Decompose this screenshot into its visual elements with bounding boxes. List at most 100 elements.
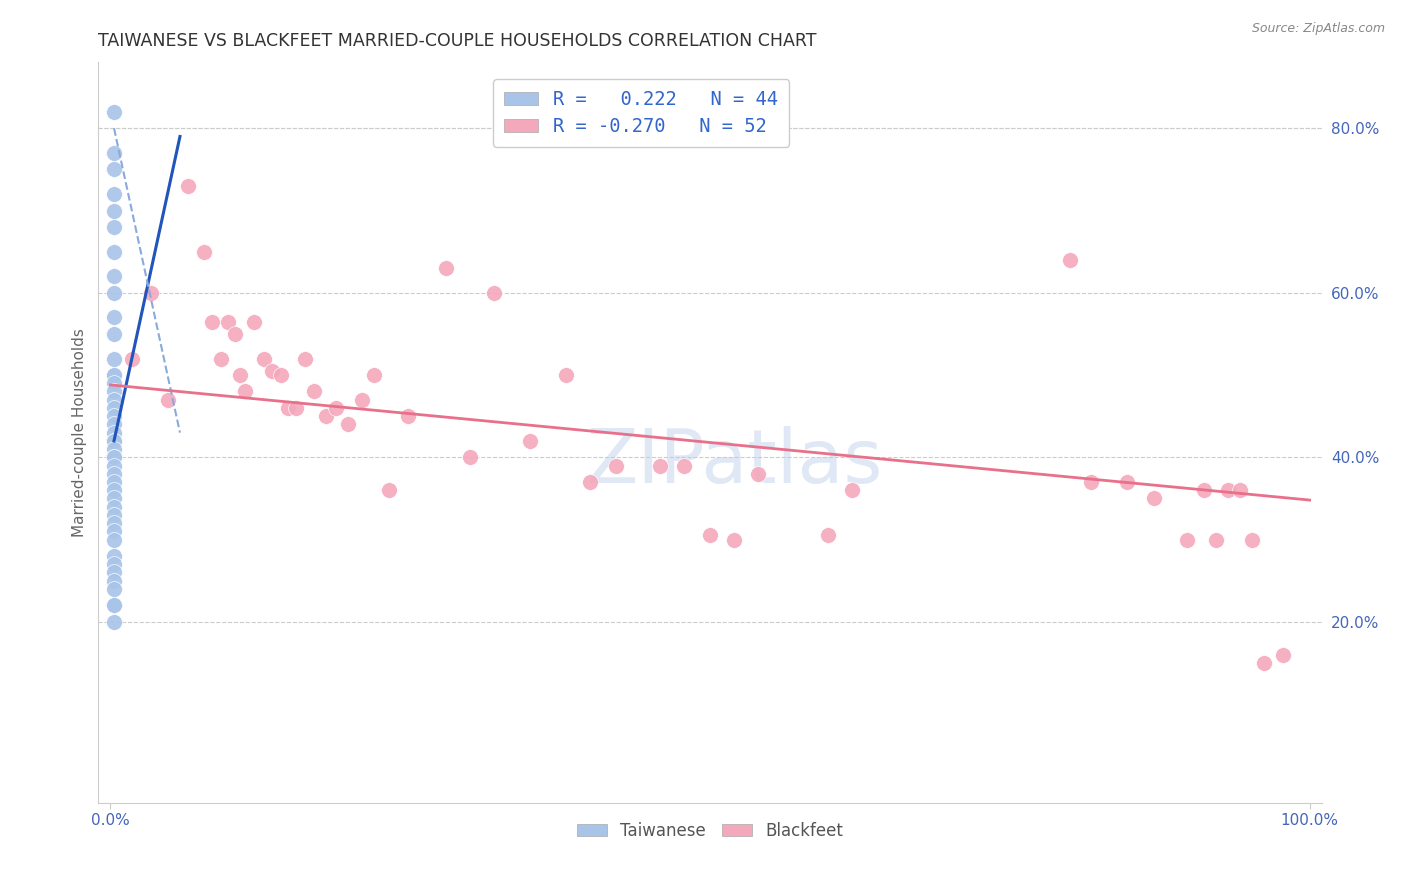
Point (103, 599, 125, 613)
Point (1229, 483, 1251, 498)
Text: Source: ZipAtlas.com: Source: ZipAtlas.com (1251, 22, 1385, 36)
Point (304, 384, 326, 399)
Point (1216, 483, 1239, 498)
Point (141, 285, 163, 300)
Point (294, 351, 316, 366)
Text: ZIPatlas: ZIPatlas (586, 425, 883, 499)
Point (224, 326, 246, 341)
Point (103, 351, 125, 366)
Point (396, 409, 419, 424)
Point (325, 401, 347, 415)
Point (103, 434, 125, 448)
Point (121, 351, 143, 366)
Point (262, 364, 284, 378)
Point (103, 558, 125, 572)
Point (103, 376, 125, 391)
Point (209, 351, 232, 366)
Point (103, 269, 125, 284)
Point (103, 500, 125, 514)
Point (1143, 491, 1166, 506)
Point (103, 425, 125, 440)
Point (434, 261, 457, 276)
Point (217, 315, 239, 329)
Point (103, 368, 125, 382)
Legend: Taiwanese, Blackfeet: Taiwanese, Blackfeet (569, 815, 851, 847)
Point (103, 401, 125, 415)
Point (103, 566, 125, 580)
Point (103, 458, 125, 473)
Point (103, 599, 125, 613)
Point (103, 326, 125, 341)
Point (103, 450, 125, 465)
Point (103, 467, 125, 481)
Point (605, 458, 627, 473)
Point (253, 351, 276, 366)
Point (1080, 475, 1102, 489)
Point (103, 442, 125, 456)
Point (103, 244, 125, 259)
Point (817, 528, 839, 542)
Point (672, 458, 695, 473)
Point (103, 533, 125, 547)
Text: TAIWANESE VS BLACKFEET MARRIED-COUPLE HOUSEHOLDS CORRELATION CHART: TAIWANESE VS BLACKFEET MARRIED-COUPLE HO… (98, 32, 817, 50)
Point (555, 368, 578, 382)
Point (103, 524, 125, 539)
Point (648, 458, 671, 473)
Point (277, 401, 299, 415)
Point (103, 285, 125, 300)
Point (193, 244, 215, 259)
Point (482, 285, 505, 300)
Point (103, 219, 125, 234)
Point (103, 203, 125, 218)
Point (699, 528, 721, 542)
Point (458, 450, 481, 465)
Point (156, 392, 179, 407)
Point (1205, 533, 1227, 547)
Point (1116, 475, 1139, 489)
Point (315, 409, 337, 424)
Point (1272, 648, 1295, 662)
Point (229, 368, 252, 382)
Point (1175, 533, 1198, 547)
Point (103, 475, 125, 489)
Point (103, 615, 125, 629)
Point (103, 392, 125, 407)
Point (352, 392, 374, 407)
Point (103, 417, 125, 432)
Point (377, 483, 399, 498)
Point (103, 582, 125, 596)
Point (747, 467, 769, 481)
Point (233, 384, 256, 399)
Point (723, 533, 745, 547)
Point (103, 508, 125, 522)
Point (243, 315, 266, 329)
Point (103, 145, 125, 160)
Point (1241, 533, 1264, 547)
Point (336, 417, 359, 432)
Point (103, 483, 125, 498)
Point (1059, 252, 1081, 267)
Point (103, 434, 125, 448)
Point (363, 368, 385, 382)
Point (579, 475, 602, 489)
Point (103, 310, 125, 325)
Point (201, 315, 224, 329)
Point (270, 368, 292, 382)
Point (103, 450, 125, 465)
Point (285, 401, 308, 415)
Point (103, 162, 125, 177)
Point (103, 368, 125, 382)
Point (1192, 483, 1215, 498)
Point (103, 104, 125, 119)
Point (103, 409, 125, 424)
Point (103, 516, 125, 530)
Point (103, 574, 125, 588)
Point (103, 491, 125, 506)
Point (841, 483, 863, 498)
Y-axis label: Married-couple Households: Married-couple Households (72, 328, 87, 537)
Point (519, 434, 541, 448)
Point (103, 549, 125, 563)
Point (177, 178, 200, 193)
Point (1253, 656, 1275, 670)
Point (103, 384, 125, 399)
